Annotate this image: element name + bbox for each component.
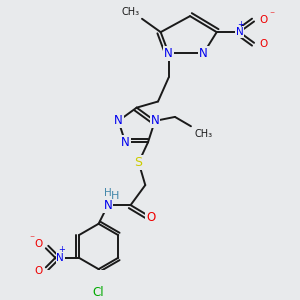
Text: N: N (56, 253, 64, 263)
Text: N: N (114, 114, 123, 128)
Text: O: O (146, 211, 155, 224)
Text: +: + (237, 20, 244, 29)
Text: N: N (199, 47, 208, 60)
Text: N: N (164, 47, 173, 60)
Text: O: O (259, 39, 268, 49)
Text: ⁻: ⁻ (269, 10, 274, 20)
Text: +: + (58, 245, 65, 254)
Text: ⁻: ⁻ (29, 234, 34, 244)
Text: CH₃: CH₃ (194, 130, 212, 140)
Text: CH₃: CH₃ (121, 8, 139, 17)
Text: H: H (111, 191, 119, 201)
Text: O: O (35, 266, 43, 276)
Text: N: N (121, 136, 130, 149)
Text: N: N (103, 199, 112, 212)
Text: N: N (151, 114, 159, 128)
Text: S: S (135, 156, 142, 169)
Text: O: O (259, 15, 268, 25)
Text: Cl: Cl (93, 286, 104, 299)
Text: H: H (103, 188, 111, 198)
Text: O: O (35, 239, 43, 250)
Text: N: N (236, 27, 243, 37)
